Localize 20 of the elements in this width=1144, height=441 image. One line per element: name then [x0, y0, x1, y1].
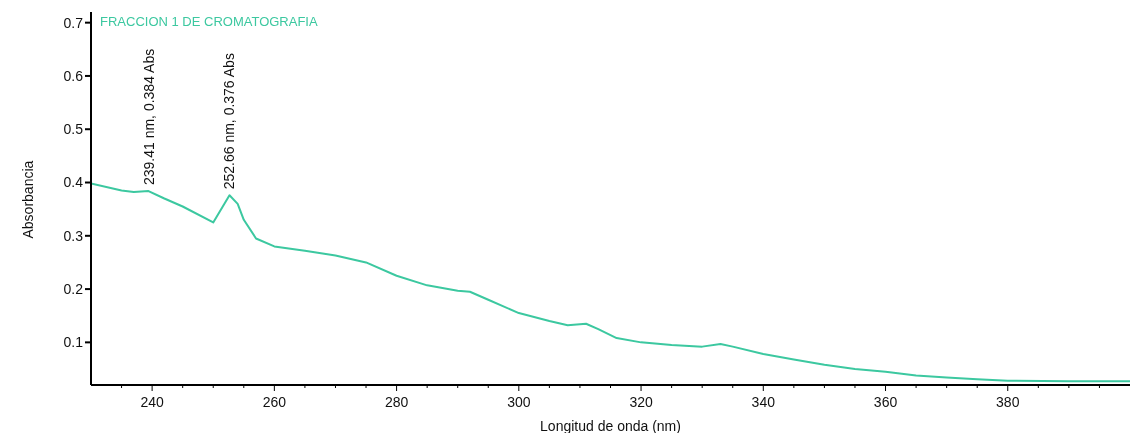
- x-tick-label: 260: [262, 394, 287, 410]
- y-tick-label: 0.4: [63, 174, 84, 191]
- chart-title: FRACCION 1 DE CROMATOGRAFIA: [100, 14, 318, 29]
- y-tick-label: 0.2: [63, 281, 84, 298]
- annotation: 252.66 nm, 0.376 Abs: [221, 53, 238, 190]
- x-axis-title: Longitud de onda (nm): [540, 418, 681, 434]
- y-tick-label: 0.1: [63, 334, 84, 351]
- x-tick-label: 360: [873, 394, 898, 410]
- y-axis-title: Absorbancia: [19, 160, 36, 239]
- x-tick-label: 320: [629, 394, 653, 410]
- x-tick-label: 300: [507, 394, 531, 410]
- x-tick-label: 340: [751, 394, 776, 410]
- annotation: 239.41 nm, 0.384 Abs: [140, 48, 157, 186]
- x-tick-label: 380: [996, 394, 1020, 410]
- y-tick-label: 0.6: [63, 67, 84, 84]
- x-tick-label: 280: [384, 394, 409, 410]
- y-tick-label: 0.5: [63, 121, 84, 138]
- y-tick-label: 0.3: [63, 227, 84, 244]
- x-tick-label: 240: [140, 394, 165, 410]
- y-tick-label: 0.7: [63, 14, 84, 31]
